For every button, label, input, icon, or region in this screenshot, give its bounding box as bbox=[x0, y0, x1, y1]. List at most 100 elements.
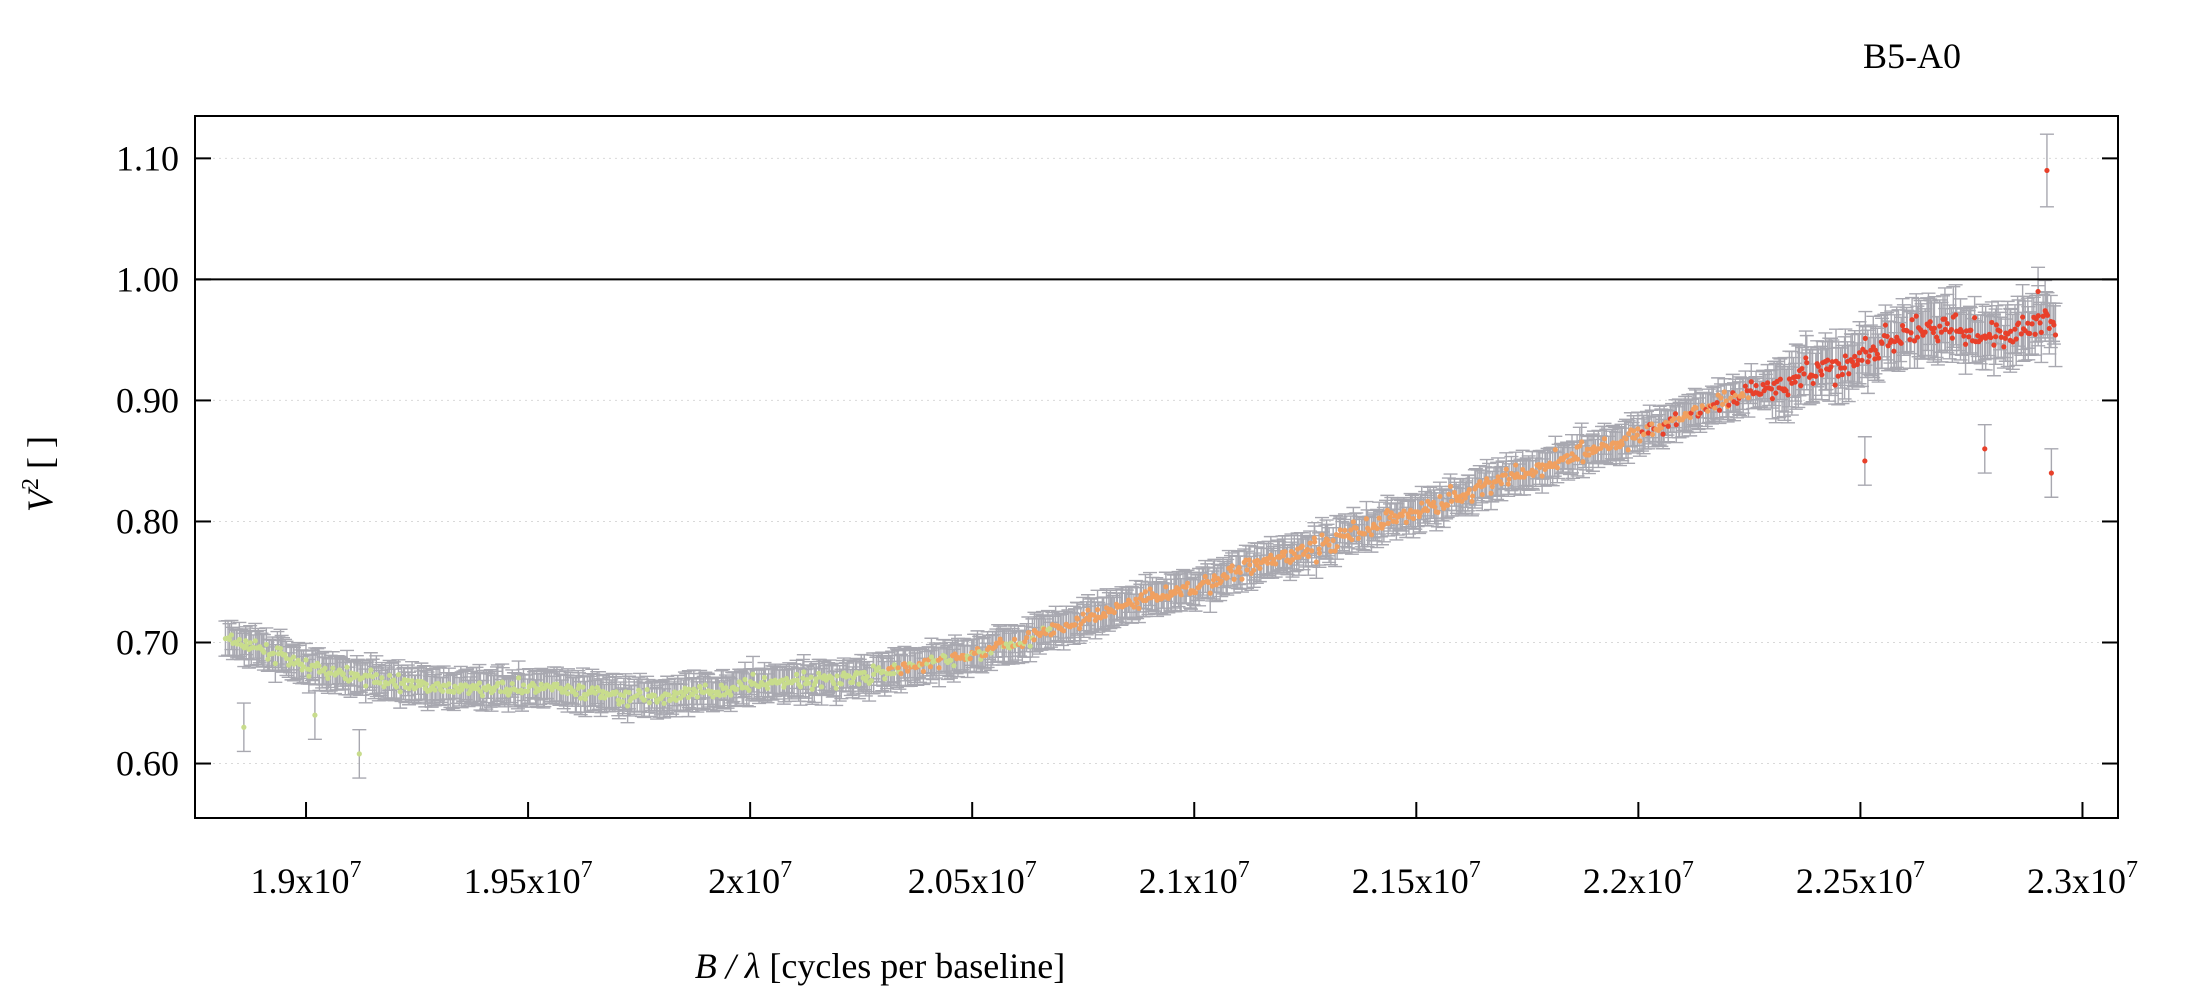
chart-title: B5-A0 bbox=[1863, 36, 1961, 76]
data-point bbox=[1577, 443, 1583, 449]
data-point bbox=[1086, 617, 1092, 623]
data-point bbox=[1517, 474, 1524, 480]
data-point bbox=[779, 677, 786, 683]
data-point bbox=[1649, 431, 1656, 438]
data-point bbox=[1914, 334, 1921, 340]
data-point bbox=[1716, 407, 1723, 413]
data-point bbox=[1229, 563, 1235, 569]
data-point bbox=[1094, 607, 1101, 613]
data-point bbox=[1027, 643, 1033, 649]
data-points bbox=[222, 167, 2059, 757]
data-point bbox=[1502, 472, 1508, 478]
y-tick-label: 0.60 bbox=[116, 744, 179, 784]
data-point bbox=[325, 675, 331, 682]
data-point bbox=[2002, 335, 2008, 341]
data-point bbox=[347, 677, 354, 683]
data-point bbox=[1399, 513, 1405, 519]
data-point bbox=[821, 673, 827, 679]
data-point bbox=[1334, 544, 1340, 550]
data-point bbox=[573, 691, 579, 697]
data-point bbox=[797, 684, 804, 690]
data-point bbox=[2001, 344, 2007, 350]
x-tick-label: 2.3x107 bbox=[2027, 857, 2138, 901]
x-tick-labels: 1.9x107 1.95x107 2x107 2.05x107 2.1x107 2.15x… bbox=[251, 857, 2138, 901]
data-point bbox=[516, 675, 522, 681]
data-point bbox=[761, 674, 768, 681]
data-point bbox=[454, 685, 460, 691]
data-point bbox=[272, 660, 278, 667]
data-point bbox=[1319, 532, 1325, 538]
data-point bbox=[920, 668, 926, 674]
data-point bbox=[1200, 579, 1206, 585]
data-point bbox=[1942, 326, 1948, 333]
data-point bbox=[1854, 361, 1860, 367]
data-point bbox=[1687, 414, 1693, 421]
data-point bbox=[1876, 355, 1882, 361]
data-point bbox=[1825, 357, 1831, 363]
data-point bbox=[1726, 402, 1732, 408]
data-point bbox=[809, 686, 815, 692]
data-point bbox=[1966, 334, 1972, 340]
data-point bbox=[500, 680, 506, 686]
data-point bbox=[1138, 592, 1144, 598]
data-point bbox=[783, 675, 790, 682]
data-point bbox=[1773, 390, 1779, 396]
data-point bbox=[1625, 447, 1631, 453]
data-point bbox=[702, 682, 708, 688]
data-point bbox=[1202, 573, 1208, 580]
data-point bbox=[1862, 335, 1868, 341]
data-point bbox=[871, 671, 877, 677]
data-point bbox=[307, 667, 313, 673]
data-point bbox=[1313, 559, 1319, 565]
data-point bbox=[451, 689, 457, 695]
data-point bbox=[666, 692, 672, 698]
data-point bbox=[1942, 316, 1948, 322]
data-point bbox=[838, 681, 844, 687]
data-point bbox=[340, 671, 346, 677]
data-point bbox=[1080, 611, 1086, 617]
data-point bbox=[1841, 365, 1848, 371]
data-point bbox=[1740, 393, 1746, 399]
data-point bbox=[1959, 329, 1965, 335]
data-point bbox=[1136, 605, 1142, 611]
data-point bbox=[2010, 339, 2016, 345]
data-point bbox=[1937, 323, 1943, 329]
data-point bbox=[1865, 359, 1871, 365]
data-point bbox=[756, 683, 762, 690]
data-point bbox=[1673, 422, 1679, 428]
data-point bbox=[1815, 363, 1821, 369]
data-point bbox=[1459, 498, 1465, 504]
data-point bbox=[734, 686, 740, 692]
data-point bbox=[1922, 329, 1928, 335]
data-point bbox=[1296, 554, 1302, 560]
data-point bbox=[673, 697, 679, 703]
data-point bbox=[1539, 473, 1545, 479]
data-point bbox=[1437, 493, 1443, 500]
data-point bbox=[306, 673, 312, 679]
y-axis-title-symbol: V bbox=[20, 486, 60, 512]
data-point bbox=[373, 671, 379, 678]
data-point bbox=[247, 640, 253, 646]
data-point bbox=[1671, 416, 1677, 422]
data-point bbox=[1909, 317, 1915, 323]
data-point bbox=[1486, 479, 1492, 485]
data-point bbox=[1760, 381, 1766, 388]
data-point bbox=[1304, 546, 1311, 553]
data-point bbox=[1598, 445, 1604, 451]
data-point bbox=[432, 687, 438, 693]
data-point bbox=[405, 677, 411, 683]
data-point bbox=[234, 641, 240, 647]
data-point bbox=[1031, 637, 1037, 643]
data-point bbox=[1803, 355, 1809, 361]
data-point bbox=[1236, 565, 1242, 571]
data-point bbox=[870, 663, 876, 669]
data-point bbox=[1520, 466, 1526, 473]
data-point bbox=[312, 712, 318, 718]
data-point bbox=[423, 681, 429, 687]
data-point bbox=[746, 687, 752, 693]
data-point bbox=[1505, 481, 1511, 487]
data-point bbox=[1446, 491, 1452, 497]
data-point bbox=[1038, 630, 1045, 636]
data-point bbox=[1579, 439, 1585, 445]
data-point bbox=[2008, 328, 2014, 334]
